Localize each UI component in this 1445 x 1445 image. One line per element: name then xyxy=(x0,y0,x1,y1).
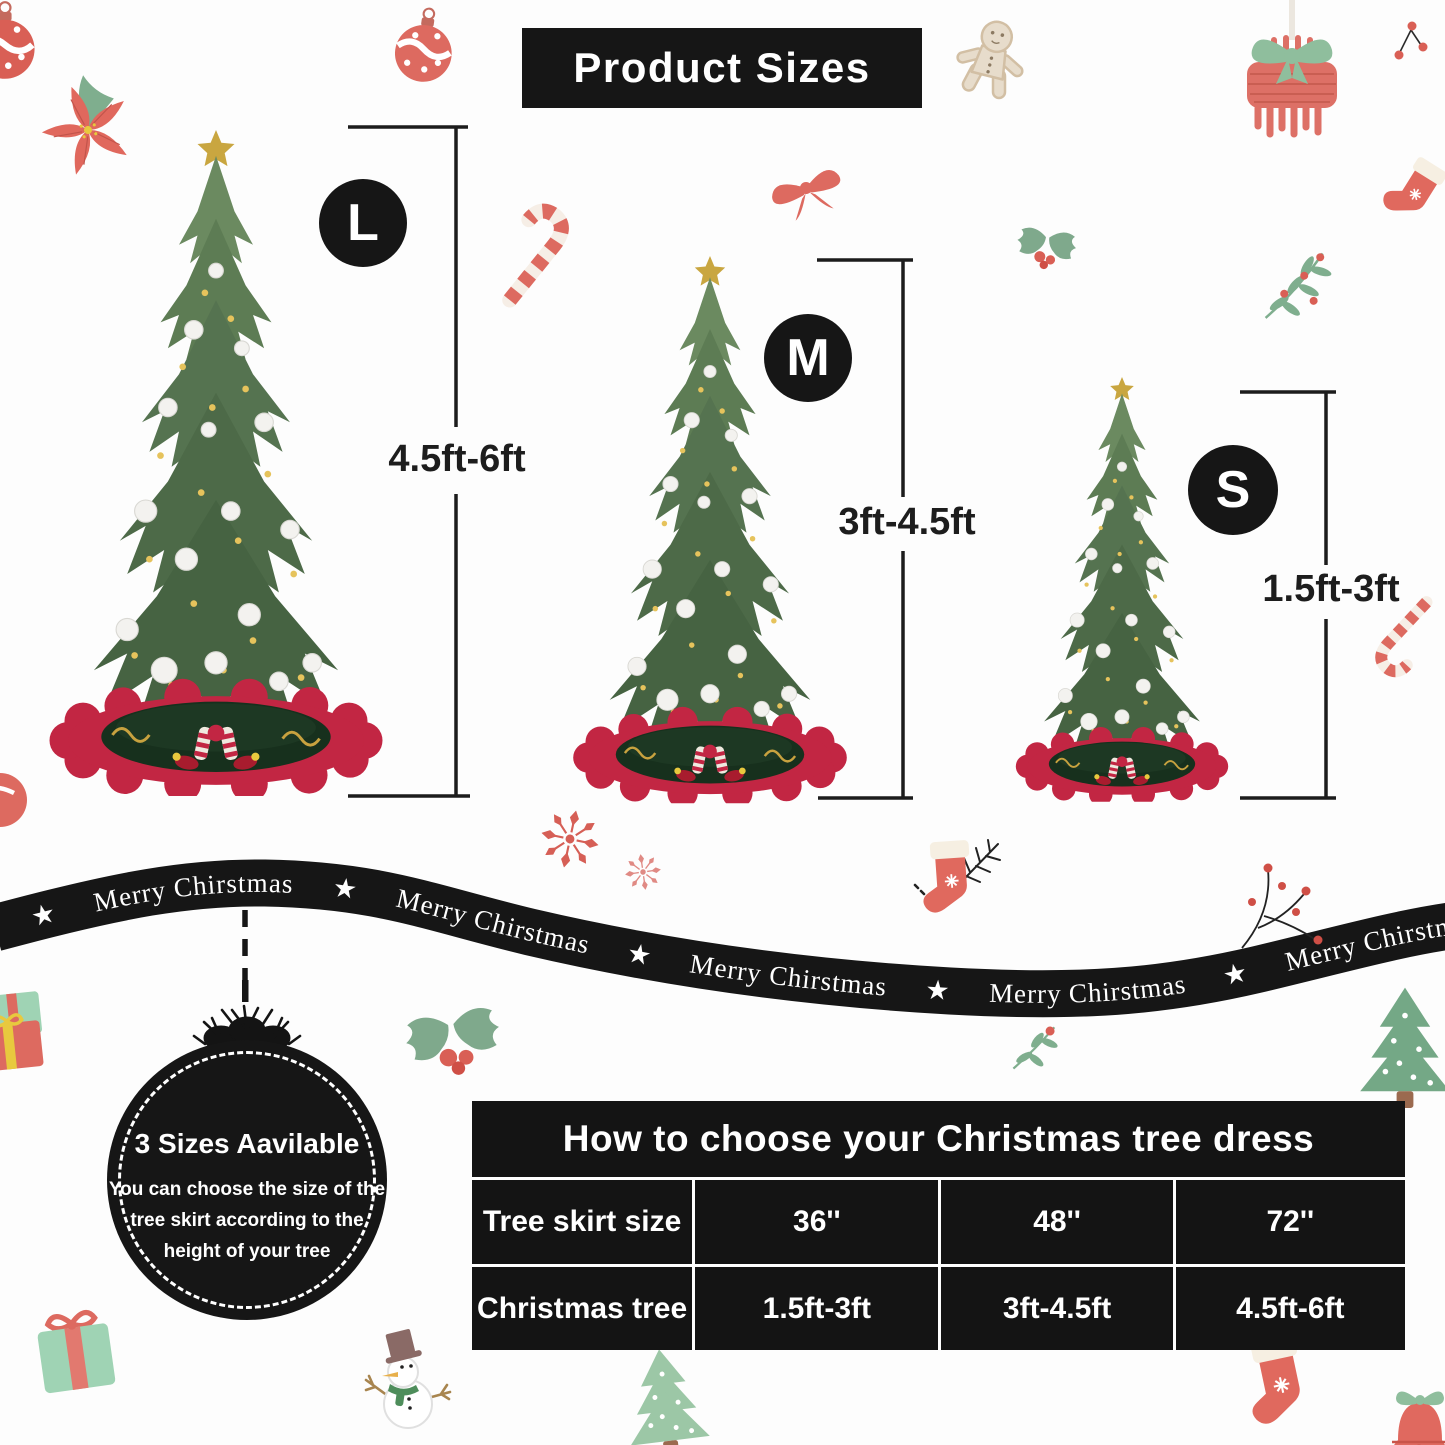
ornament-body-line: height of your tree xyxy=(163,1241,331,1262)
size-table-title: How to choose your Christmas tree dress xyxy=(472,1101,1405,1180)
measure-bracket-m xyxy=(817,258,913,800)
berries-corner-icon xyxy=(1394,21,1428,60)
table-cell: 36'' xyxy=(692,1180,938,1264)
candy-cane-large-icon xyxy=(506,207,565,308)
stocking-twig-icon xyxy=(913,838,1001,915)
bauble-corner-icon xyxy=(0,2,35,79)
table-cell: 1.5ft-3ft xyxy=(692,1267,938,1350)
table-cell: 3ft-4.5ft xyxy=(938,1267,1172,1350)
ornament-badge: 3 Sizes Aavilable You can choose the siz… xyxy=(107,1040,387,1320)
gift-green-icon xyxy=(35,1310,116,1394)
snowman-icon xyxy=(364,1329,452,1429)
ornament-body-line: You can choose the size of the xyxy=(108,1179,386,1200)
tree-bottom-icon xyxy=(619,1344,712,1445)
bell-corner-icon xyxy=(1392,1391,1445,1445)
hanging-basket-bow-icon xyxy=(1247,0,1337,138)
table-cell: 72'' xyxy=(1172,1180,1405,1264)
polka-bauble-icon xyxy=(391,5,457,86)
table-cell: 4.5ft-6ft xyxy=(1172,1267,1405,1350)
size-badge-medium-label: M xyxy=(786,329,830,387)
size-badge-medium: M xyxy=(764,314,852,402)
poinsettia-icon xyxy=(41,75,127,175)
berry-sprig-icon xyxy=(1264,252,1332,319)
page-title: Product Sizes xyxy=(522,28,922,108)
size-range-small: 1.5ft-3ft xyxy=(1262,568,1400,610)
gifts-left-icon xyxy=(0,991,44,1072)
snowflake-large-icon xyxy=(536,805,604,873)
holly-small-icon xyxy=(1013,226,1078,274)
ornament-body-line: tree skirt according to the xyxy=(130,1210,364,1231)
measure-bracket-l xyxy=(348,125,470,798)
stocking-right-icon xyxy=(1378,150,1445,227)
measure-bracket-s xyxy=(1240,390,1336,800)
table-cell-row-label: Christmas tree xyxy=(477,1291,688,1325)
size-badge-small: S xyxy=(1188,445,1278,535)
table-cell-row-label: Tree skirt size xyxy=(482,1205,682,1238)
ornament-hanger-line xyxy=(242,910,249,1002)
size-badge-large: L xyxy=(319,179,407,267)
mistletoe-icon xyxy=(1012,1026,1058,1070)
christmas-tree-small xyxy=(1014,377,1230,802)
size-range-medium: 3ft-4.5ft xyxy=(838,501,976,543)
gingerbread-man-icon xyxy=(956,20,1024,100)
ornament-badge-title: 3 Sizes Aavilable xyxy=(134,1128,360,1159)
table-row: Tree skirt size 36'' 48'' 72'' xyxy=(472,1180,1405,1264)
size-table: How to choose your Christmas tree dress … xyxy=(472,1101,1405,1350)
holly-large-icon xyxy=(402,1005,506,1083)
size-range-large: 4.5ft-6ft xyxy=(388,438,526,480)
size-badge-small-label: S xyxy=(1215,461,1251,519)
red-bow-icon xyxy=(772,170,841,221)
ornament-left-edge-icon xyxy=(0,773,27,827)
table-cell: 48'' xyxy=(938,1180,1172,1264)
size-badge-large-label: L xyxy=(347,194,379,252)
tree-right-icon xyxy=(1360,987,1445,1108)
snowflake-small-icon xyxy=(623,852,663,892)
table-row: Christmas tree 1.5ft-3ft 3ft-4.5ft 4.5ft… xyxy=(472,1264,1405,1350)
ornament-dashed-border xyxy=(118,1051,376,1309)
ornament-badge-body: You can choose the size of the tree skir… xyxy=(109,1174,385,1267)
berry-branch-icon xyxy=(1241,863,1323,949)
